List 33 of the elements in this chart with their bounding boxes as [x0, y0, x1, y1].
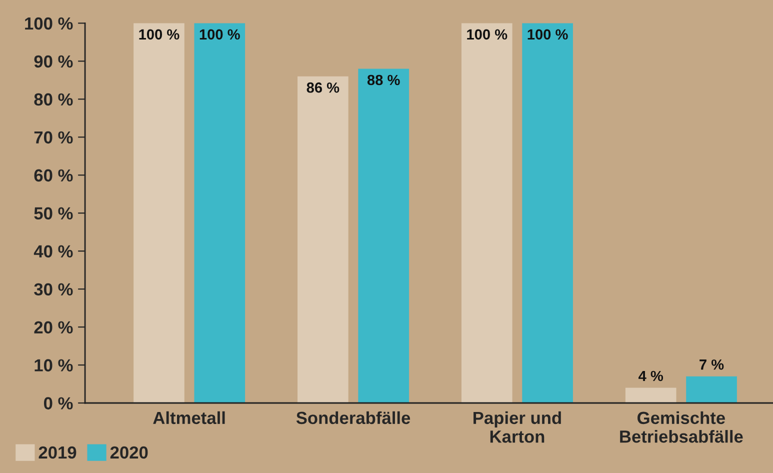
- y-tick-label: 0 %: [44, 397, 73, 410]
- x-tick-label: Gemischte Betriebsabfälle: [620, 411, 743, 443]
- y-tick-label: 60 %: [34, 169, 73, 182]
- bar: [358, 68, 410, 403]
- bar: [194, 23, 246, 403]
- bar: [134, 23, 184, 403]
- y-tick-label: 70 %: [34, 131, 73, 144]
- x-tick-label: Altmetall: [153, 411, 225, 424]
- legend-label: 2019: [38, 446, 76, 459]
- legend-label: 2020: [110, 446, 148, 459]
- data-label: 88 %: [367, 74, 400, 86]
- y-tick-label: 80 %: [34, 93, 73, 106]
- x-tick-label: Sonderabfälle: [296, 411, 410, 424]
- bar: [461, 23, 512, 403]
- x-tick-label: Papier und Karton: [474, 411, 561, 443]
- data-label: 100 %: [528, 29, 568, 40]
- bar: [298, 76, 348, 403]
- y-tick-label: 40 %: [34, 245, 73, 258]
- y-tick-label: 30 %: [34, 283, 73, 296]
- data-label: 100 %: [139, 29, 180, 40]
- y-tick-label: 10 %: [34, 359, 73, 372]
- y-tick-label: 100 %: [25, 17, 73, 30]
- data-label: 7 %: [700, 359, 724, 370]
- y-tick-label: 50 %: [34, 207, 73, 220]
- bar: [522, 23, 573, 403]
- bar: [625, 388, 676, 403]
- data-label: 4 %: [638, 370, 664, 382]
- y-tick-label: 90 %: [34, 55, 73, 68]
- data-label: 86 %: [306, 82, 340, 93]
- data-label: 100 %: [200, 29, 240, 40]
- bar: [686, 376, 737, 403]
- data-label: 100 %: [467, 29, 508, 40]
- y-tick-label: 20 %: [34, 321, 73, 334]
